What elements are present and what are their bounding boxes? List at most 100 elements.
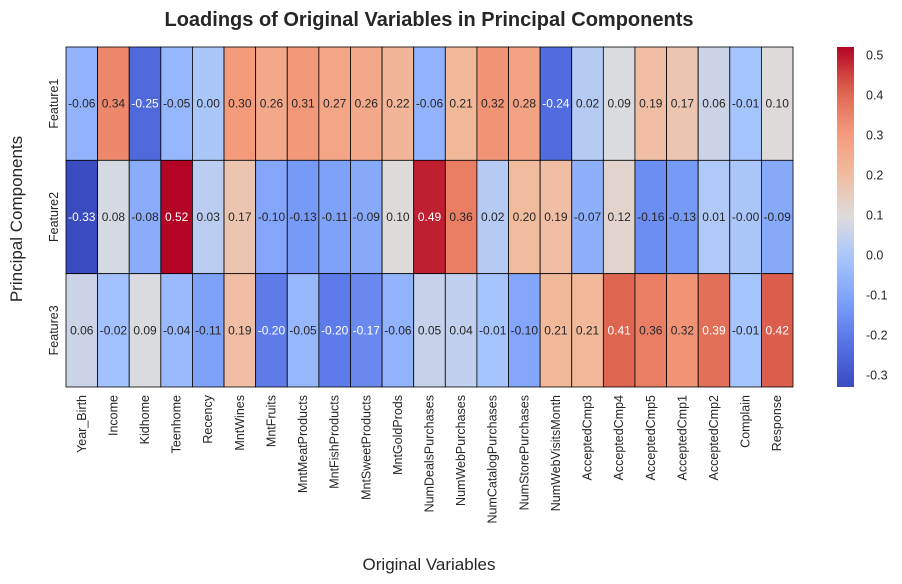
heatmap-cell <box>697 46 731 161</box>
cell-value-label: 0.09 <box>133 323 157 337</box>
y-tick-label: Feature1 <box>47 79 61 129</box>
heatmap-cell <box>729 46 762 161</box>
cell-value-label: -0.13 <box>289 210 317 224</box>
cell-value-label: -0.06 <box>68 97 96 111</box>
x-tick-label: Income <box>106 395 120 436</box>
cell-value-label: -0.01 <box>732 323 760 337</box>
cell-value-label: -0.24 <box>542 97 570 111</box>
cell-value-label: 0.21 <box>544 323 568 337</box>
heatmap-cell <box>666 159 699 275</box>
heatmap-cell <box>666 273 699 388</box>
cell-value-label: 0.03 <box>197 210 221 224</box>
heatmap-cell <box>65 273 99 388</box>
heatmap-cell <box>381 273 415 388</box>
cell-value-label: -0.11 <box>195 323 222 337</box>
colorbar-tick-label: -0.1 <box>866 289 888 303</box>
heatmap-cell <box>286 46 320 161</box>
cell-value-label: 0.00 <box>197 97 221 111</box>
x-tick-label: AcceptedCmp5 <box>644 395 658 481</box>
cell-value-label: -0.06 <box>416 97 444 111</box>
y-tick-labels: Feature1 Feature2 Feature3 <box>47 79 61 356</box>
cell-value-label: -0.09 <box>764 210 792 224</box>
x-tick-label: NumCatalogPurchases <box>486 395 500 524</box>
cell-value-label: -0.13 <box>669 210 697 224</box>
cell-value-label: -0.01 <box>479 323 507 337</box>
cell-value-label: 0.02 <box>481 210 505 224</box>
heatmap-cell <box>476 159 509 275</box>
x-tick-label: NumWebVisitsMonth <box>549 395 563 511</box>
x-tick-label: MntGoldProds <box>391 395 405 475</box>
heatmap-cell <box>760 273 794 388</box>
cell-value-label: -0.20 <box>258 323 286 337</box>
heatmap-cell <box>128 46 162 161</box>
x-tick-label: MntSweetProducts <box>359 395 373 500</box>
heatmap-cells: -0.06 0.34 -0.25 -0.05 0.00 0.30 0.26 0.31 0.27 0… <box>65 46 794 388</box>
colorbar-tick-label: 0.1 <box>866 209 883 223</box>
cell-value-label: 0.31 <box>291 97 315 111</box>
cell-value-label: 0.22 <box>386 97 410 111</box>
cell-value-label: 0.09 <box>607 97 631 111</box>
x-tick-labels: Year_Birth Income Kidhome Teenhome Recency Mn… <box>75 394 784 523</box>
cell-value-label: -0.06 <box>384 323 412 337</box>
y-axis-label: Principal Components <box>7 136 26 302</box>
cell-value-label: 0.06 <box>702 97 726 111</box>
cell-value-label: 0.21 <box>576 323 600 337</box>
heatmap-cell <box>634 46 667 161</box>
cell-value-label: 0.04 <box>449 323 473 337</box>
heatmap-cell <box>350 46 383 161</box>
cell-value-label: 0.52 <box>165 210 189 224</box>
colorbar-tick-label: 0.4 <box>866 89 883 103</box>
heatmap-cell <box>666 46 699 161</box>
heatmap-cell <box>192 159 225 275</box>
y-tick-label: Feature3 <box>47 305 61 355</box>
cell-value-label: -0.02 <box>100 323 128 337</box>
heatmap-cell <box>255 273 288 388</box>
x-tick-label: AcceptedCmp3 <box>581 395 595 481</box>
cell-value-label: -0.11 <box>321 210 348 224</box>
cell-value-label: 0.10 <box>766 97 790 111</box>
cell-value-label: 0.10 <box>386 210 410 224</box>
cell-value-label: -0.25 <box>131 97 159 111</box>
heatmap-cell <box>634 159 667 275</box>
x-tick-label: Recency <box>201 394 215 443</box>
heatmap-cell <box>413 46 446 161</box>
cell-value-label: 0.26 <box>260 97 284 111</box>
colorbar-tick-label: -0.2 <box>866 329 888 343</box>
x-tick-label: MntFruits <box>264 395 278 447</box>
cell-value-label: 0.49 <box>418 210 442 224</box>
heatmap-cell <box>571 46 604 161</box>
heatmap-cell <box>444 273 478 388</box>
cell-value-label: 0.17 <box>228 210 252 224</box>
heatmap-cell <box>350 273 383 388</box>
cell-value-label: 0.19 <box>228 323 252 337</box>
cell-value-label: -0.01 <box>732 97 760 111</box>
cell-value-label: 0.01 <box>702 210 726 224</box>
x-tick-label: AcceptedCmp4 <box>612 395 626 481</box>
heatmap-cell <box>760 46 794 161</box>
heatmap-cell <box>602 273 636 388</box>
heatmap-cell <box>97 46 130 161</box>
cell-value-label: 0.39 <box>702 323 726 337</box>
cell-value-label: -0.10 <box>258 210 286 224</box>
x-tick-label: MntMeatProducts <box>296 395 310 493</box>
cell-value-label: 0.05 <box>418 323 442 337</box>
colorbar <box>837 47 854 387</box>
heatmap-cell <box>286 273 320 388</box>
cell-value-label: 0.32 <box>671 323 695 337</box>
heatmap-cell <box>223 46 257 161</box>
cell-value-label: 0.27 <box>323 97 347 111</box>
y-tick-label: Feature2 <box>47 192 61 242</box>
colorbar-tick-label: 0.2 <box>866 169 883 183</box>
cell-value-label: 0.36 <box>449 210 473 224</box>
cell-value-label: 0.17 <box>671 97 695 111</box>
cell-value-label: 0.34 <box>102 97 126 111</box>
colorbar-tick-label: 0.5 <box>866 49 883 63</box>
cell-value-label: -0.00 <box>732 210 760 224</box>
cell-value-label: -0.20 <box>321 323 349 337</box>
colorbar-tick-label: 0.3 <box>866 129 883 143</box>
heatmap-cell <box>97 159 130 275</box>
heatmap-cell <box>160 273 193 388</box>
heatmap-cell <box>476 46 509 161</box>
x-tick-label: NumStorePurchases <box>517 395 531 510</box>
